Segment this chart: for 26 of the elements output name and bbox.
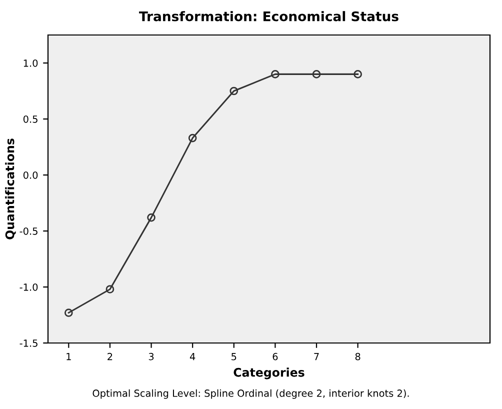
point	[64, 308, 73, 317]
x-axis-title: Categories	[234, 368, 304, 380]
y-tick-label: 0.0	[23, 171, 38, 179]
y-tick-label: -1.0	[20, 283, 38, 291]
point	[147, 213, 156, 222]
x-tick-label: 8	[355, 352, 360, 360]
y-tick-label: 0.5	[23, 115, 38, 123]
y-tick-label: -1.5	[20, 340, 38, 347]
x-tick-label: 3	[148, 352, 154, 360]
y-tick-label: -0.5	[20, 227, 38, 235]
x-tick-label: 7	[314, 353, 319, 360]
point	[354, 70, 362, 78]
chart-title: Transformation: Economical Status	[139, 11, 398, 22]
x-tick-label: 1	[66, 353, 71, 360]
y-tick-label: 1.0	[24, 59, 38, 67]
point	[312, 70, 321, 78]
point	[106, 285, 114, 294]
point	[271, 70, 280, 78]
y-axis-title: Quantifications	[5, 138, 16, 240]
x-tick-label: 4	[190, 353, 196, 360]
x-tick-label: 5	[232, 353, 236, 360]
point	[188, 134, 197, 142]
text: Optimal Scaling Level: Spline Ordinal (degree 2, interior knots 2).	[92, 389, 409, 399]
x-tick-label: 2	[108, 352, 112, 360]
x-tick-label: 6	[272, 352, 278, 360]
point	[230, 86, 238, 96]
